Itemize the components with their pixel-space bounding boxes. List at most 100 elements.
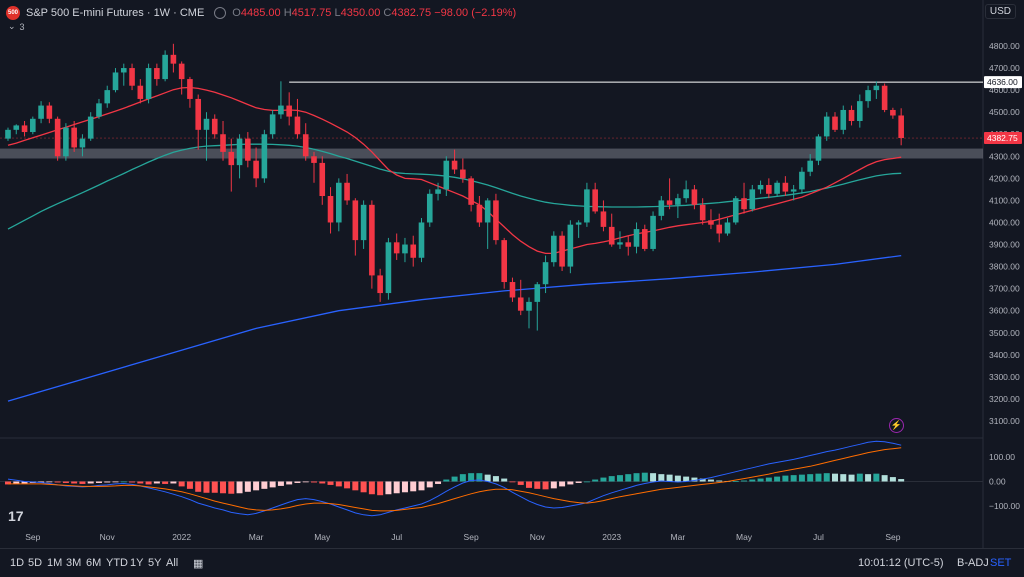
candle-body [815,136,822,161]
tradingview-logo-icon[interactable]: 17 [8,508,24,524]
macd-histogram-bar [335,481,342,487]
resistance-price-label: 4636.00 [987,77,1018,87]
macd-histogram-bar [459,474,466,482]
candle-body [716,224,723,234]
candle-body [137,85,144,99]
candle-body [898,115,904,139]
macd-histogram-bar [269,481,276,488]
candle-body [807,160,813,172]
macd-histogram-bar [62,481,69,483]
timeframe-all[interactable]: All [166,557,179,569]
support-zone [0,148,983,159]
macd-histogram-bar [104,481,111,483]
candle-body [699,204,706,221]
candle-body [600,211,607,227]
macd-histogram-bar [468,473,475,482]
timeframe-1y[interactable]: 1Y [130,557,144,569]
macd-histogram-bar [666,474,673,482]
price-tick-label: 4700.00 [989,63,1020,73]
x-tick-label: May [314,532,331,542]
candle-body [269,114,276,135]
candle-body [633,229,640,247]
price-tick-label: 3900.00 [989,240,1020,250]
candle-body [641,229,648,249]
price-tick-label: 4800.00 [989,41,1020,51]
candle-body [608,226,615,245]
macd-histogram-bar [401,481,408,493]
macd-tick-label: 0.00 [989,477,1006,487]
candle-body [757,184,764,190]
candle-body [509,282,516,298]
macd-histogram-bar [732,481,739,482]
candle-body [286,105,292,117]
macd-histogram-bar [21,481,28,484]
candle-body [840,109,847,130]
timeframe-3m[interactable]: 3M [66,557,82,569]
macd-histogram-bar [13,481,20,484]
macd-histogram-bar [583,481,590,483]
indicators-toggle[interactable]: ⌄ 3 [8,21,25,32]
candle-body [236,138,243,166]
macd-histogram-bar [71,481,78,484]
candle-body [708,220,714,225]
candle-body [377,275,383,294]
clock-time[interactable]: 10:01:12 (UTC-5) [858,557,944,569]
x-tick-label: Mar [671,532,686,542]
macd-histogram-bar [360,481,367,493]
macd-histogram-bar [368,481,375,495]
candle-body [261,134,268,179]
x-tick-label: 2022 [172,532,191,542]
currency-button[interactable]: USD [984,4,1016,19]
price-tick-label: 3500.00 [989,328,1020,338]
macd-histogram-bar [881,475,888,482]
candle-body [658,200,665,216]
calendar-range-icon[interactable]: ▦ [193,558,204,570]
x-tick-label: Sep [25,532,40,542]
timeframe-5y[interactable]: 5Y [148,557,162,569]
candle-body [443,160,450,190]
candle-body [13,125,20,130]
timeframe-1m[interactable]: 1M [47,557,63,569]
x-tick-label: May [736,532,753,542]
macd-histogram-bar [178,481,185,487]
macd-histogram-bar [526,481,533,488]
timeframe-1d[interactable]: 1D [10,557,25,569]
macd-histogram-bar [873,473,880,482]
timeframe-ytd[interactable]: YTD [106,557,128,569]
candle-body [178,63,185,80]
candle-body [385,242,392,294]
macd-histogram-bar [253,481,260,491]
session-toggle[interactable]: SET [990,557,1012,569]
candle-body [327,196,334,223]
macd-histogram-bar [410,481,417,492]
candle-body [435,189,441,194]
candle-body [493,200,499,241]
x-tick-label: 2023 [602,532,621,542]
macd-histogram-bar [782,475,789,482]
candle-body [402,244,408,254]
candle-body [112,72,119,91]
macd-histogram-bar [741,480,748,482]
flash-alert-icon[interactable]: ⚡ [889,418,904,433]
timeframe-5d[interactable]: 5D [28,557,43,569]
candle-body [484,200,491,223]
sp500-logo: 500 [6,6,20,20]
macd-histogram-bar [484,474,491,482]
x-tick-label: Nov [100,532,116,542]
macd-histogram-bar [228,481,235,494]
macd-histogram-bar [898,479,905,482]
candle-body [890,109,896,116]
symbol-title[interactable]: S&P 500 E-mini Futures · 1W · CME [26,7,205,19]
candle-body [749,189,756,210]
price-tick-label: 3600.00 [989,306,1020,316]
back-adjust-toggle[interactable]: B-ADJ [957,557,989,569]
timeframe-6m[interactable]: 6M [86,557,102,569]
candle-body [187,79,193,99]
macd-histogram-bar [641,472,648,482]
macd-histogram-bar [137,481,144,484]
macd-histogram-bar [608,476,615,482]
macd-histogram-bar [277,481,284,486]
candle-body [154,68,160,80]
macd-histogram-bar [435,481,442,484]
